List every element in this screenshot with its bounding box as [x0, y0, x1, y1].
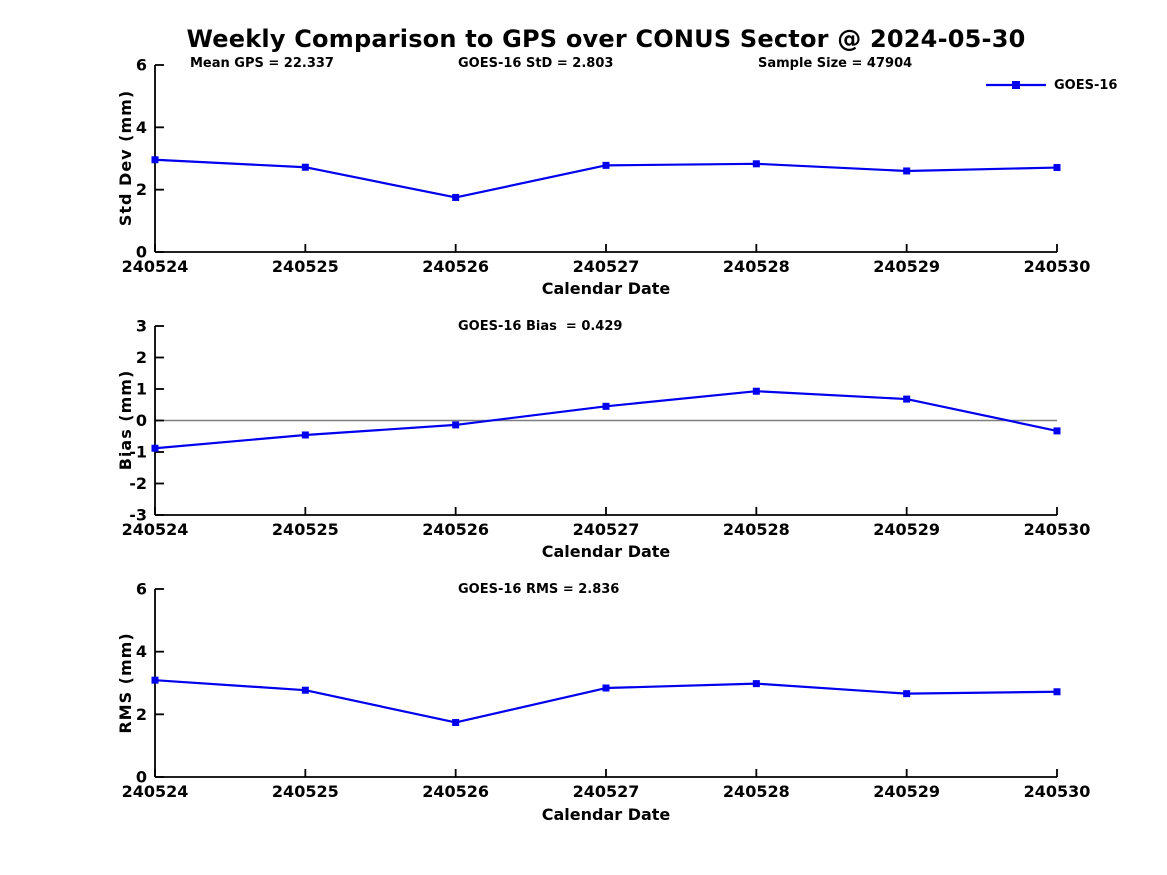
chart-rms: 0 2 4 6 240524 240525 240526 240527 240528 240529… — [122, 580, 1091, 802]
data-point-marker — [602, 684, 610, 692]
x-tick-label: 240527 — [573, 782, 640, 801]
data-point-marker — [752, 387, 760, 395]
x-tick-label: 240524 — [122, 520, 189, 539]
series-line — [154, 390, 1058, 450]
data-point-marker — [903, 167, 911, 175]
data-point-marker — [1053, 688, 1061, 696]
data-point-marker — [301, 431, 309, 439]
x-tick-label: 240528 — [723, 520, 790, 539]
annotation-sample-size: Sample Size = 47904 — [758, 56, 913, 71]
x-tick-label: 240530 — [1024, 520, 1091, 539]
x-tick-label: 240524 — [122, 257, 189, 276]
x-tick-label: 240525 — [272, 257, 339, 276]
xlabel-bias: Calendar Date — [541, 542, 671, 561]
figure-title: Weekly Comparison to GPS over CONUS Sect… — [186, 25, 1026, 53]
y-tick-label: 4 — [136, 642, 147, 661]
data-point-marker — [602, 161, 610, 169]
data-point-marker — [301, 163, 309, 171]
y-tick-label: -1 — [129, 443, 147, 462]
x-tick-label: 240525 — [272, 520, 339, 539]
x-tick-label: 240530 — [1024, 782, 1091, 801]
y-tick-label: 3 — [136, 317, 147, 336]
data-point-marker — [602, 402, 610, 410]
y-tick-label: 4 — [136, 118, 147, 137]
y-tick-label: -2 — [129, 474, 147, 493]
data-point-marker — [301, 686, 309, 694]
annotation-goes16-std: GOES-16 StD = 2.803 — [458, 56, 614, 71]
y-tick-label: 2 — [136, 348, 147, 367]
data-point-marker — [1053, 427, 1061, 435]
data-point-marker — [452, 193, 460, 201]
x-tick-label: 240527 — [573, 257, 640, 276]
annotation-goes16-rms: GOES-16 RMS = 2.836 — [458, 582, 620, 597]
x-tick-label: 240529 — [873, 257, 940, 276]
x-tick-label: 240529 — [873, 520, 940, 539]
y-tick-label: 0 — [136, 768, 147, 787]
xlabel-rms: Calendar Date — [541, 805, 671, 824]
data-point-marker — [903, 395, 911, 403]
y-tick-label: 6 — [136, 580, 147, 599]
data-point-marker — [452, 421, 460, 429]
data-point-marker — [903, 690, 911, 698]
xlabel-stddev: Calendar Date — [541, 279, 671, 298]
x-tick-label: 240526 — [422, 782, 489, 801]
x-tick-label: 240529 — [873, 782, 940, 801]
y-tick-label: 0 — [136, 243, 147, 262]
x-tick-label: 240526 — [422, 520, 489, 539]
x-tick-label: 240525 — [272, 782, 339, 801]
y-tick-label: 1 — [136, 380, 147, 399]
legend-square-marker-icon — [1012, 81, 1020, 89]
y-tick-label: 2 — [136, 705, 147, 724]
x-tick-label: 240528 — [723, 257, 790, 276]
data-point-marker — [752, 680, 760, 688]
legend-label: GOES-16 — [1054, 77, 1118, 93]
legend: GOES-16 — [985, 77, 1117, 93]
x-tick-label: 240527 — [573, 520, 640, 539]
x-tick-label: 240524 — [122, 782, 189, 801]
y-tick-label: 0 — [136, 411, 147, 430]
y-tick-label: 6 — [136, 56, 147, 75]
annotation-goes16-bias: GOES-16 Bias = 0.429 — [458, 319, 623, 334]
data-point-marker — [752, 160, 760, 168]
chart-std_dev: 0 2 4 6 240524 240525 240526 240527 240528 240529… — [122, 56, 1091, 277]
data-point-marker — [151, 156, 159, 164]
data-point-marker — [1053, 164, 1061, 172]
x-tick-label: 240528 — [723, 782, 790, 801]
x-tick-label: 240526 — [422, 257, 489, 276]
data-point-marker — [452, 718, 460, 726]
annotation-mean-gps: Mean GPS = 22.337 — [190, 56, 334, 71]
y-tick-label: 2 — [136, 180, 147, 199]
y-tick-label: -3 — [129, 506, 147, 525]
data-point-marker — [151, 444, 159, 452]
legend-line-sample — [986, 81, 1046, 89]
x-tick-label: 240530 — [1024, 257, 1091, 276]
chart-bias: -3 -2 -1 0 1 2 3 240524 240525 240526 240527 240528… — [122, 317, 1091, 540]
data-point-marker — [151, 676, 159, 684]
